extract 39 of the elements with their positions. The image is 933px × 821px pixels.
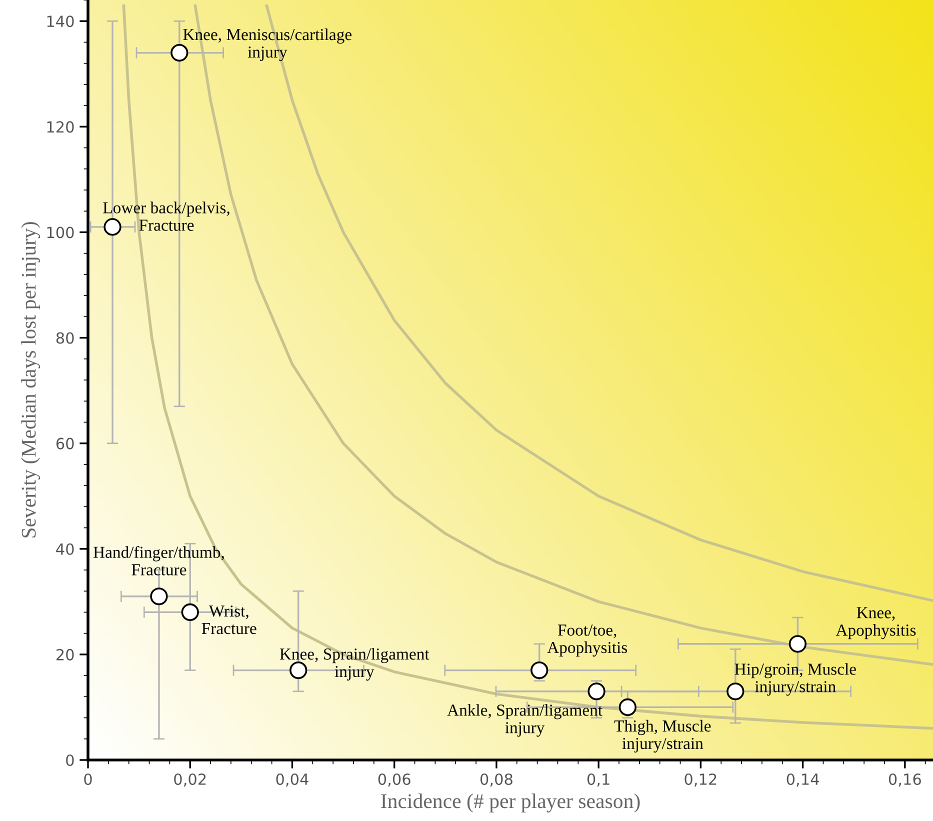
x-tick-label: 0,08: [480, 773, 512, 787]
point: [104, 218, 122, 236]
x-tick-label: 0,06: [378, 773, 410, 787]
annotation: Foot/toe, Apophysitis: [547, 624, 628, 657]
annotation: Wrist, Fracture: [202, 605, 256, 634]
y-tick-label: 60: [56, 438, 74, 450]
y-axis-title: Severity (Median days lost per injury): [21, 222, 40, 538]
x-tick-label: 0,12: [684, 773, 716, 787]
x-tick-label: 0,04: [276, 773, 308, 787]
x-axis-title: Incidence (# per player season): [381, 794, 640, 812]
annotation: Knee, Sprain/ligament injury: [280, 648, 430, 681]
point: [290, 661, 308, 680]
y-tick-label: 140: [47, 16, 74, 28]
point: [788, 635, 807, 653]
annotation: Knee, Apophysitis: [836, 607, 916, 640]
x-tick-label: 0: [84, 773, 92, 786]
y-tick-label: 40: [56, 543, 74, 555]
y-tick-label: 120: [47, 121, 74, 133]
point: [726, 682, 744, 700]
y-tick-label: 0: [66, 754, 74, 766]
annotation: Lower back/pelvis, Fracture: [103, 202, 230, 231]
x-tick-label: 0,14: [786, 773, 819, 787]
point: [618, 698, 636, 716]
x-tick-label: 0,1: [587, 773, 610, 787]
annotation: Hip/groin, Muscle injury/strain: [734, 663, 856, 696]
y-tick-label: 20: [56, 648, 74, 660]
point: [150, 588, 168, 606]
point: [170, 44, 188, 62]
annotation: Knee, Meniscus/cartilage injury: [183, 28, 352, 62]
y-tick-label: 80: [56, 332, 74, 344]
annotation: Thigh, Muscle injury/strain: [614, 720, 711, 753]
y-tick-label: 100: [47, 226, 74, 238]
point: [588, 682, 606, 700]
point: [530, 661, 548, 680]
x-tick-label: 0,02: [174, 773, 206, 787]
x-tick-label: 0,16: [888, 773, 921, 787]
annotation: Ankle, Sprain/ligament injury: [447, 704, 602, 737]
annotation: Hand/finger/thumb, Fracture: [93, 546, 224, 576]
point: [181, 603, 199, 622]
